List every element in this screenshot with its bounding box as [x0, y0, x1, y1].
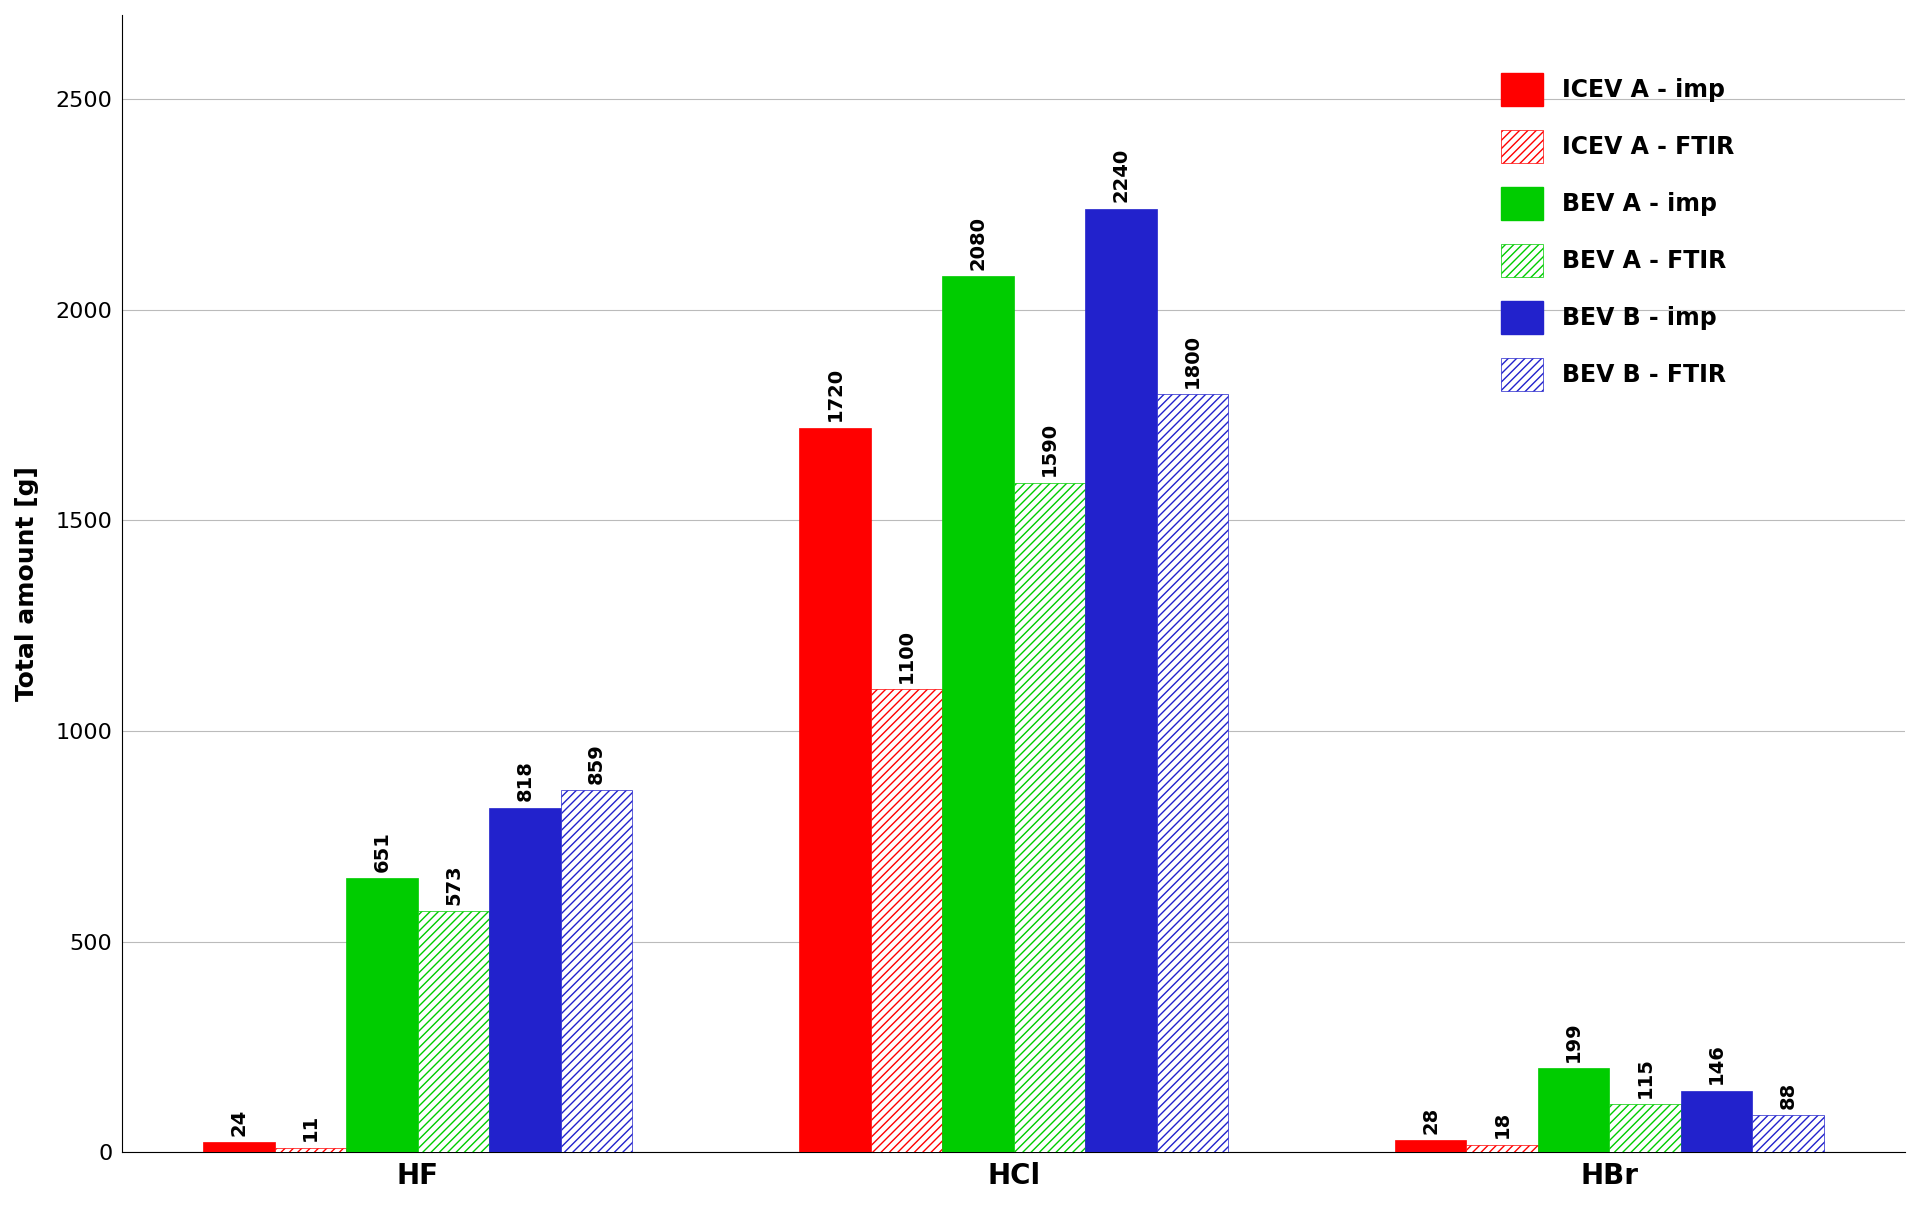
Bar — [1085, 208, 1156, 1152]
Text: 2080: 2080 — [968, 216, 987, 270]
Bar — [419, 911, 490, 1152]
Text: 1720: 1720 — [826, 368, 845, 422]
Text: 24: 24 — [230, 1109, 248, 1136]
Bar — [943, 276, 1014, 1152]
Text: 18: 18 — [1492, 1111, 1511, 1139]
Legend: ICEV A - imp, ICEV A - FTIR, BEV A - imp, BEV A - FTIR, BEV B - imp, BEV B - FTI: ICEV A - imp, ICEV A - FTIR, BEV A - imp… — [1488, 61, 1745, 402]
Y-axis label: Total amount [g]: Total amount [g] — [15, 466, 38, 701]
Bar — [1609, 1104, 1682, 1152]
Text: 199: 199 — [1565, 1022, 1584, 1062]
Bar — [1396, 1140, 1467, 1152]
Text: 818: 818 — [516, 760, 534, 801]
Bar — [561, 790, 632, 1152]
Text: 11: 11 — [301, 1115, 321, 1141]
Bar — [275, 1147, 346, 1152]
Text: 1800: 1800 — [1183, 334, 1202, 388]
Bar — [1467, 1145, 1538, 1152]
Text: 651: 651 — [372, 831, 392, 871]
Text: 115: 115 — [1636, 1057, 1655, 1098]
Bar — [346, 878, 419, 1152]
Text: 146: 146 — [1707, 1044, 1726, 1084]
Bar — [1682, 1091, 1753, 1152]
Bar — [870, 689, 943, 1152]
Text: 2240: 2240 — [1112, 148, 1131, 202]
Text: 88: 88 — [1778, 1082, 1797, 1109]
Bar — [1156, 394, 1229, 1152]
Bar — [1538, 1069, 1609, 1152]
Text: 573: 573 — [444, 864, 463, 905]
Text: 1590: 1590 — [1041, 422, 1060, 476]
Text: 1100: 1100 — [897, 629, 916, 682]
Bar — [204, 1142, 275, 1152]
Bar — [1014, 482, 1085, 1152]
Text: 28: 28 — [1421, 1107, 1440, 1134]
Text: 859: 859 — [588, 743, 607, 784]
Bar — [799, 428, 870, 1152]
Bar — [490, 807, 561, 1152]
Bar — [1753, 1115, 1824, 1152]
